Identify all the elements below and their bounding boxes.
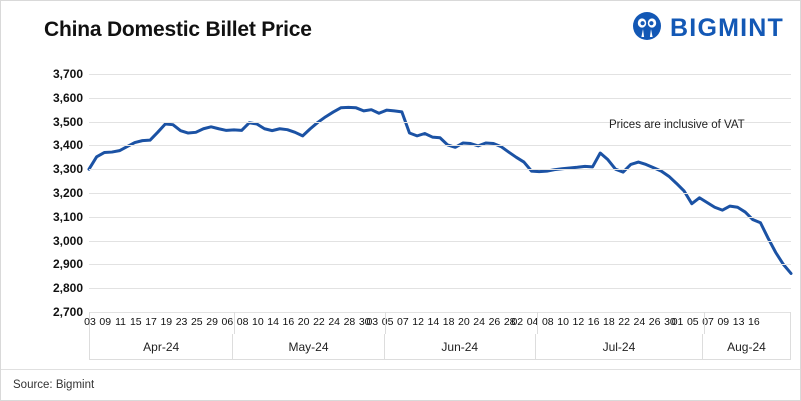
x-axis-day-label: 18	[603, 316, 615, 328]
x-axis-day-label: 22	[313, 316, 325, 328]
y-axis-tick-label: 2,800	[52, 281, 83, 296]
x-axis-day-label: 07	[397, 316, 409, 328]
price-line-series	[87, 105, 793, 275]
x-axis-day-label: 20	[297, 316, 310, 328]
x-axis-day-label: 07	[702, 316, 714, 328]
x-axis-day-label: 08	[236, 316, 249, 328]
bigmint-circle-icon	[632, 11, 662, 46]
x-axis-month-label: Aug-24	[701, 334, 790, 359]
x-axis-day-label: 09	[99, 316, 112, 328]
x-axis-month-labels: Apr-24 May-24 Jun-24 Jul-24 Aug-24	[90, 334, 790, 359]
y-axis-title: Price in RMB/t	[0, 39, 3, 113]
x-axis-day-label: 14	[427, 316, 440, 328]
x-axis-day-label: 16	[748, 316, 760, 328]
month-divider	[233, 312, 235, 334]
gridline	[89, 288, 791, 290]
x-axis-day-label: 11	[115, 316, 126, 328]
page-title: China Domestic Billet Price	[44, 18, 312, 41]
gridline	[89, 216, 791, 218]
x-axis-day-label: 28	[343, 316, 356, 328]
month-divider	[385, 312, 387, 334]
x-axis-day-label: 26	[488, 316, 501, 328]
x-axis-day-label: 22	[618, 316, 630, 328]
gridline	[89, 97, 791, 99]
footer-divider	[1, 369, 800, 370]
gridline	[89, 169, 791, 171]
x-axis-day-label: 08	[541, 316, 554, 328]
x-axis-day-label: 15	[129, 316, 142, 328]
x-axis-day-label: 03	[366, 316, 379, 328]
plot-area	[87, 74, 793, 313]
x-axis-day-label: 16	[282, 316, 295, 328]
x-axis-day-label: 05	[686, 316, 699, 328]
month-divider	[536, 312, 538, 334]
x-axis: 03 09 11 15 17 19 23 25 29 06 08 10 14 16 20 22 24 28 30 03…	[84, 312, 791, 360]
x-axis-day-label: 04	[526, 316, 539, 328]
x-axis-day-label: 05	[381, 316, 394, 328]
x-axis-day-label: 03	[84, 316, 96, 328]
x-axis-day-label: 26	[648, 316, 661, 328]
x-axis-day-label: 23	[175, 316, 188, 328]
y-axis-tick-label: 2,700	[52, 305, 83, 319]
y-axis-tick-label: 2,900	[52, 257, 83, 272]
x-axis-month-label: May-24	[232, 334, 383, 359]
x-axis-day-label: 09	[717, 316, 730, 328]
x-axis-day-label: 24	[473, 316, 485, 328]
x-axis-day-label: 30	[664, 316, 676, 328]
x-axis-day-label: 16	[587, 316, 600, 328]
y-axis-ticks: 3,700 3,600 3,500 3,400 3,300 3,200 3,100 3,000…	[21, 67, 83, 319]
gridline	[89, 240, 791, 242]
x-axis-day-label: 10	[252, 316, 264, 328]
gridline	[89, 193, 791, 194]
x-axis-day-label: 20	[458, 316, 470, 328]
x-axis-day-label: 12	[412, 316, 424, 328]
x-axis-day-label: 17	[145, 316, 157, 328]
x-axis-day-label: 13	[732, 316, 745, 328]
source-note: Source: Bigmint	[13, 379, 95, 391]
x-axis-month-label: Jun-24	[383, 334, 535, 359]
vat-annotation: Prices are inclusive of VAT	[609, 119, 745, 131]
y-axis-tick-label: 3,700	[52, 67, 83, 81]
brand-name: BIGMINT	[670, 14, 784, 42]
y-axis-tick-label: 3,600	[52, 90, 83, 105]
x-axis-day-label: 12	[572, 316, 585, 328]
x-axis-day-label: 06	[221, 316, 234, 328]
gridline	[89, 264, 791, 266]
y-axis-tick-label: 3,400	[52, 138, 83, 153]
gridline	[89, 145, 791, 147]
gridline	[89, 74, 791, 75]
y-axis-tick-label: 3,200	[52, 186, 83, 200]
x-axis-day-label: 25	[190, 316, 203, 328]
x-axis-day-label: 02	[511, 316, 524, 328]
month-divider	[704, 312, 706, 334]
brand-logo: BIGMINT	[632, 11, 784, 46]
x-axis-day-label: 10	[557, 316, 569, 328]
gridline	[89, 121, 791, 123]
x-axis-day-label: 14	[267, 316, 279, 328]
x-axis-day-label: 19	[160, 316, 173, 328]
x-axis-day-label: 28	[503, 316, 516, 328]
y-axis-tick-label: 3,500	[52, 114, 83, 129]
x-axis-month-label: Apr-24	[143, 339, 180, 354]
y-axis-tick-label: 3,000	[52, 233, 83, 248]
x-axis-day-label: 18	[442, 316, 455, 328]
y-axis-tick-label: 3,300	[52, 162, 83, 177]
y-axis-tick-label: 3,100	[52, 209, 83, 224]
x-axis-day-label: 24	[328, 316, 341, 328]
x-axis-day-labels: 03 09 11 15 17 19 23 25 29 06 08 10 14 16 20 22 24 28 30 03…	[84, 312, 790, 334]
x-axis-day-label: 01	[671, 316, 684, 328]
x-axis-day-label: 29	[206, 316, 218, 328]
gridline	[89, 312, 791, 313]
x-axis-day-label: 30	[358, 316, 371, 328]
x-axis-day-label: 24	[633, 316, 646, 328]
x-axis-month-label: Jul-24	[534, 334, 702, 359]
